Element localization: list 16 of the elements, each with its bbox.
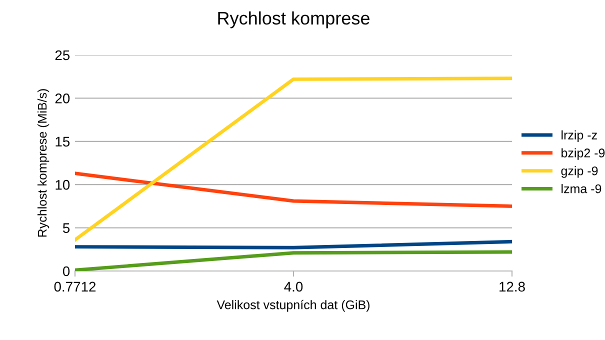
y-axis-title: Rychlost komprese (MiB/s) xyxy=(37,89,50,237)
x-tick-label: 12.8 xyxy=(500,282,525,292)
x-tick-label: 0.7712 xyxy=(54,282,96,292)
chart-title: Rychlost komprese xyxy=(218,11,370,28)
y-tick-label: 5 xyxy=(62,223,70,233)
x-tick-label: 4.0 xyxy=(284,282,303,292)
y-tick-label: 20 xyxy=(55,94,70,104)
y-tick-label: 25 xyxy=(55,50,70,60)
legend-label: lrzip -z xyxy=(562,130,597,142)
y-tick-label: 10 xyxy=(56,180,70,190)
legend-label: bzip2 -9 xyxy=(562,148,605,160)
x-axis-title: Velikost vstupních dat (GiB) xyxy=(216,300,370,312)
y-tick-label: 0 xyxy=(62,266,70,276)
legend-label: lzma -9 xyxy=(562,184,602,194)
y-tick-label: 15 xyxy=(56,136,70,147)
legend-label: gzip -9 xyxy=(561,166,598,178)
